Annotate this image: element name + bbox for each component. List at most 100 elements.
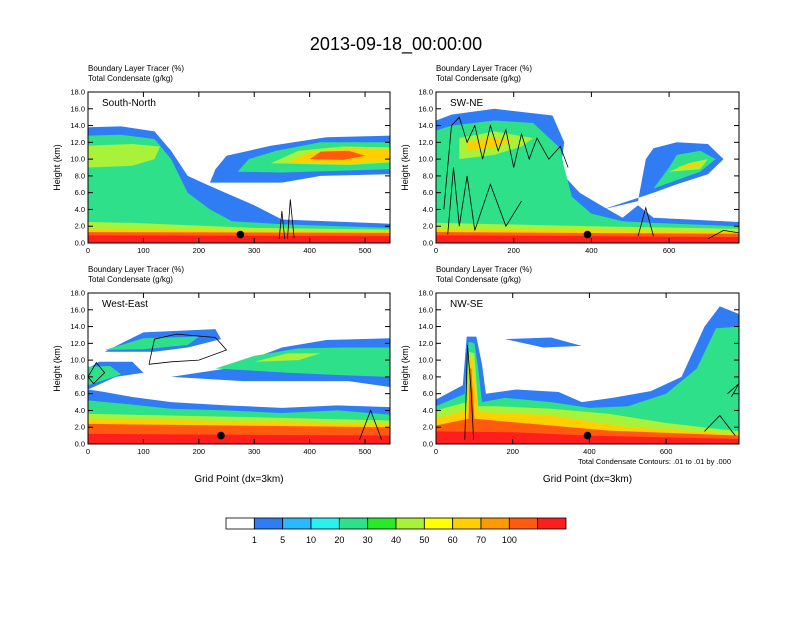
condensate-contour xyxy=(88,361,106,385)
x-tick-label: 200 xyxy=(506,447,519,456)
y-tick-label: 12.0 xyxy=(418,138,433,147)
tracer-region xyxy=(436,368,739,444)
y-tick-label: 14.0 xyxy=(70,121,85,130)
colorbar: 1 5 10 20 30 40 50 60 70 100 xyxy=(225,517,567,545)
condensate-contour xyxy=(287,199,295,239)
y-tick-label: 6.0 xyxy=(423,389,433,398)
contour-title: Total Condensate (g/kg) xyxy=(88,74,173,83)
tracer-region xyxy=(254,353,321,362)
colorbar-label: 40 xyxy=(391,535,401,545)
y-axis-label: Height (km) xyxy=(400,345,410,392)
x-tick-label: 300 xyxy=(248,447,261,456)
tracer-region xyxy=(436,235,739,243)
colorbar-label: 100 xyxy=(502,535,517,545)
contour-title: Total Condensate (g/kg) xyxy=(88,275,173,284)
y-tick-label: 2.0 xyxy=(75,222,85,231)
y-tick-label: 12.0 xyxy=(70,138,85,147)
y-tick-label: 16.0 xyxy=(418,305,433,314)
panel-label: South-North xyxy=(102,98,156,109)
x-tick-label: 500 xyxy=(359,246,372,255)
y-tick-label: 8.0 xyxy=(423,171,433,180)
x-tick-label: 500 xyxy=(359,447,372,456)
plot-frame xyxy=(87,292,391,445)
figure-title: 2013-09-18_00:00:00 xyxy=(310,34,482,55)
plot-frame xyxy=(435,292,740,445)
colorbar-swatch xyxy=(423,517,454,530)
y-tick-label: 10.0 xyxy=(418,356,433,365)
x-tick-label: 0 xyxy=(86,447,90,456)
field-title: Boundary Layer Tracer (%) xyxy=(436,64,532,73)
x-axis-label: Grid Point (dx=3km) xyxy=(543,474,632,485)
colorbar-swatch xyxy=(282,517,312,530)
condensate-contour xyxy=(148,333,228,365)
y-axis-label: Height (km) xyxy=(52,144,62,191)
x-tick-label: 0 xyxy=(434,246,438,255)
colorbar-label: 5 xyxy=(280,535,285,545)
colorbar-swatch xyxy=(508,517,539,530)
colorbar-swatch xyxy=(310,517,340,530)
condensate-contour xyxy=(707,229,739,240)
condensate-contour xyxy=(278,211,286,239)
location-marker xyxy=(236,230,245,239)
tracer-region xyxy=(436,355,739,444)
colorbar-label: 1 xyxy=(252,535,257,545)
tracer-region xyxy=(215,347,390,377)
x-tick-label: 600 xyxy=(660,447,673,456)
plot-frame xyxy=(435,91,740,244)
tracer-region xyxy=(436,120,739,243)
x-tick-label: 200 xyxy=(193,246,206,255)
x-tick-label: 400 xyxy=(585,246,598,255)
y-tick-label: 6.0 xyxy=(75,389,85,398)
y-tick-label: 16.0 xyxy=(70,104,85,113)
location-marker xyxy=(583,230,592,239)
colorbar-swatch xyxy=(537,517,567,530)
y-tick-label: 12.0 xyxy=(418,339,433,348)
condensate-contour xyxy=(637,206,654,237)
x-tick-label: 400 xyxy=(303,447,316,456)
tracer-region xyxy=(88,235,390,243)
tracer-region xyxy=(309,150,366,160)
y-tick-label: 18.0 xyxy=(418,88,433,97)
y-axis-label: Height (km) xyxy=(52,345,62,392)
field xyxy=(436,293,739,444)
footnote: Total Condensate Contours: .01 to .01 by… xyxy=(578,457,731,466)
y-tick-label: 14.0 xyxy=(70,322,85,331)
condensate-contour xyxy=(447,167,522,235)
colorbar-label: 50 xyxy=(419,535,429,545)
colorbar-swatch xyxy=(225,517,255,530)
contour-title: Total Condensate (g/kg) xyxy=(436,275,521,284)
condensate-contour xyxy=(359,409,383,440)
y-tick-label: 6.0 xyxy=(423,188,433,197)
y-tick-label: 18.0 xyxy=(70,88,85,97)
y-tick-label: 12.0 xyxy=(70,339,85,348)
x-tick-label: 0 xyxy=(86,246,90,255)
x-tick-label: 600 xyxy=(663,246,676,255)
y-tick-label: 8.0 xyxy=(75,171,85,180)
y-tick-label: 6.0 xyxy=(75,188,85,197)
y-tick-label: 14.0 xyxy=(418,121,433,130)
x-tick-label: 400 xyxy=(583,447,596,456)
y-tick-label: 4.0 xyxy=(423,205,433,214)
field-title: Boundary Layer Tracer (%) xyxy=(88,265,184,274)
field xyxy=(436,92,739,243)
y-tick-label: 4.0 xyxy=(75,205,85,214)
x-tick-label: 300 xyxy=(248,246,261,255)
x-tick-label: 100 xyxy=(137,447,150,456)
condensate-contour xyxy=(704,414,736,436)
panel-label: SW-NE xyxy=(450,98,483,109)
x-tick-label: 200 xyxy=(193,447,206,456)
y-tick-label: 8.0 xyxy=(75,372,85,381)
y-axis-label: Height (km) xyxy=(400,144,410,191)
condensate-contour xyxy=(443,116,569,210)
x-tick-label: 100 xyxy=(137,246,150,255)
y-tick-label: 0.0 xyxy=(423,440,433,449)
y-tick-label: 18.0 xyxy=(418,289,433,298)
panel-west-east: 0.0 2.0 4.0 6.0 8.0 10.0 12.0 14.0 16.0 18.0 0 100 2… xyxy=(52,265,391,485)
colorbar-swatch xyxy=(367,517,397,530)
y-tick-label: 14.0 xyxy=(418,322,433,331)
plot-frame xyxy=(87,91,391,244)
condensate-contour xyxy=(464,344,474,440)
y-tick-label: 2.0 xyxy=(423,423,433,432)
tracer-region xyxy=(505,337,582,348)
